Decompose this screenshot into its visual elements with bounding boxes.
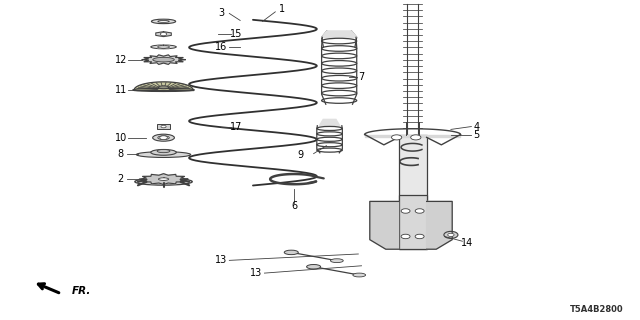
Ellipse shape bbox=[158, 20, 170, 22]
Circle shape bbox=[392, 135, 402, 140]
Ellipse shape bbox=[444, 231, 458, 238]
Text: 5: 5 bbox=[474, 130, 479, 140]
Text: 16: 16 bbox=[215, 42, 227, 52]
Text: 13: 13 bbox=[250, 268, 262, 278]
Ellipse shape bbox=[153, 57, 174, 62]
Ellipse shape bbox=[135, 178, 192, 185]
Circle shape bbox=[415, 234, 424, 239]
Ellipse shape bbox=[136, 152, 191, 157]
Circle shape bbox=[161, 33, 167, 36]
Circle shape bbox=[401, 209, 410, 213]
Polygon shape bbox=[321, 31, 356, 37]
Polygon shape bbox=[370, 201, 399, 249]
Text: 11: 11 bbox=[115, 85, 127, 95]
Text: 14: 14 bbox=[461, 238, 473, 248]
Text: T5A4B2800: T5A4B2800 bbox=[570, 305, 623, 314]
Ellipse shape bbox=[159, 178, 169, 180]
Circle shape bbox=[160, 136, 168, 140]
Ellipse shape bbox=[132, 88, 195, 92]
Ellipse shape bbox=[158, 86, 169, 89]
Text: 8: 8 bbox=[118, 148, 124, 159]
Ellipse shape bbox=[284, 250, 298, 255]
Circle shape bbox=[415, 209, 424, 213]
Ellipse shape bbox=[152, 19, 175, 24]
Text: 9: 9 bbox=[298, 150, 304, 160]
Text: 10: 10 bbox=[115, 133, 127, 143]
Ellipse shape bbox=[330, 259, 343, 263]
Ellipse shape bbox=[353, 273, 365, 277]
Circle shape bbox=[161, 125, 166, 128]
Polygon shape bbox=[140, 174, 188, 185]
Polygon shape bbox=[142, 55, 185, 64]
Ellipse shape bbox=[448, 233, 454, 236]
Ellipse shape bbox=[157, 149, 170, 153]
Text: 13: 13 bbox=[215, 255, 227, 265]
Ellipse shape bbox=[153, 134, 174, 141]
Bar bbox=[157, 124, 170, 129]
Circle shape bbox=[411, 135, 421, 140]
Bar bbox=[399, 195, 427, 249]
Polygon shape bbox=[319, 119, 340, 126]
Bar bbox=[399, 134, 427, 249]
Ellipse shape bbox=[158, 136, 170, 140]
Ellipse shape bbox=[151, 45, 176, 49]
Text: FR.: FR. bbox=[72, 286, 92, 296]
Text: 12: 12 bbox=[115, 55, 127, 65]
Circle shape bbox=[401, 234, 410, 239]
Text: 3: 3 bbox=[218, 8, 224, 19]
Ellipse shape bbox=[307, 265, 321, 269]
Text: 6: 6 bbox=[291, 201, 298, 211]
Text: 7: 7 bbox=[358, 72, 365, 82]
Polygon shape bbox=[156, 32, 172, 36]
Text: 1: 1 bbox=[278, 4, 285, 14]
Text: 4: 4 bbox=[474, 122, 479, 132]
Text: 2: 2 bbox=[118, 174, 124, 184]
Ellipse shape bbox=[151, 149, 176, 155]
Polygon shape bbox=[427, 201, 452, 249]
Text: 15: 15 bbox=[230, 29, 242, 39]
Polygon shape bbox=[158, 45, 169, 49]
Text: 17: 17 bbox=[230, 122, 242, 132]
